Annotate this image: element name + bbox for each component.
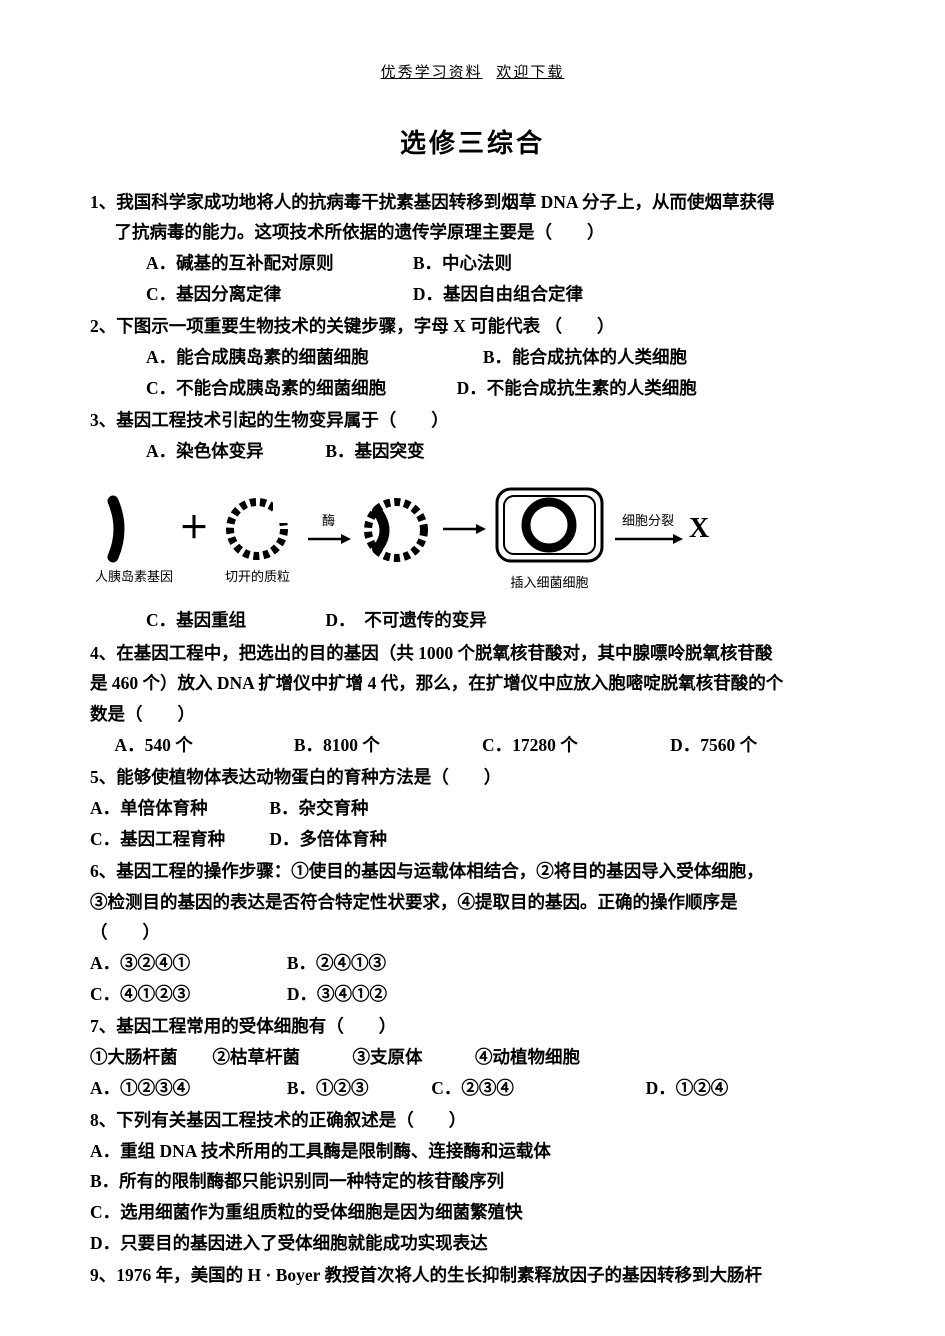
q6-optB: B．②④①③ xyxy=(287,948,386,979)
q5-optB: B．杂交育种 xyxy=(269,793,368,824)
q1-optA: A．碱基的互补配对原则 xyxy=(146,248,409,279)
gene-engineering-diagram: 人胰岛素基因 ＋ 切开的质粒 酶 xyxy=(95,484,855,595)
bacteria-cell-icon xyxy=(492,484,607,572)
diagram-gene-column: 人胰岛素基因 xyxy=(95,491,173,589)
header-left: 优秀学习资料 xyxy=(381,65,483,81)
content-body: 1、我国科学家成功地将人的抗病毒干扰素基因转移到烟草 DNA 分子上，从而使烟草… xyxy=(90,187,855,1291)
q6-optD: D．③④①② xyxy=(287,979,387,1010)
question-9: 9、1976 年，美国的 H · Boyer 教授首次将人的生长抑制素释放因子的… xyxy=(90,1260,855,1291)
cut-plasmid-icon xyxy=(215,491,300,566)
q4-optA: A．540 个 xyxy=(115,730,290,761)
q6-stem-l3: （ ） xyxy=(90,917,855,948)
question-4: 4、在基因工程中，把选出的目的基因（共 1000 个脱氧核苷酸对，其中腺嘌呤脱氧… xyxy=(90,638,855,761)
question-5: 5、能够使植物体表达动物蛋白的育种方法是（ ） A．单倍体育种 B．杂交育种 C… xyxy=(90,762,855,854)
q3-opts-row1: A．染色体变异 B．基因突变 xyxy=(90,436,855,467)
q7-stem: 7、基因工程常用的受体细胞有（ ） xyxy=(90,1011,855,1042)
q7-optD: D．①②④ xyxy=(646,1073,729,1104)
question-3: 3、基因工程技术引起的生物变异属于（ ） A．染色体变异 B．基因突变 xyxy=(90,405,855,466)
doc-title: 选修三综合 xyxy=(90,121,855,167)
q5-stem: 5、能够使植物体表达动物蛋白的育种方法是（ ） xyxy=(90,762,855,793)
q4-optB: B．8100 个 xyxy=(294,730,478,761)
q6-opts-row2: C．④①②③ D．③④①② xyxy=(90,979,855,1010)
q8-optC: C．选用细菌作为重组质粒的受体细胞是因为细菌繁殖快 xyxy=(90,1197,855,1228)
q2-opts-row1: A．能合成胰岛素的细菌细胞 B．能合成抗体的人类细胞 xyxy=(90,342,855,373)
q4-stem-l1: 4、在基因工程中，把选出的目的基因（共 1000 个脱氧核苷酸对，其中腺嘌呤脱氧… xyxy=(90,638,855,669)
q6-stem-l1: 6、基因工程的操作步骤：①使目的基因与运载体相结合，②将目的基因导入受体细胞， xyxy=(90,856,855,887)
question-2: 2、下图示一项重要生物技术的关键步骤，字母 X 可能代表 （ ） A．能合成胰岛… xyxy=(90,311,855,403)
q5-optD: D．多倍体育种 xyxy=(269,824,387,855)
q2-optB: B．能合成抗体的人类细胞 xyxy=(483,342,687,373)
recombinant-plasmid-column xyxy=(357,491,435,569)
q8-optB: B．所有的限制酶都只能识别同一种特定的核苷酸序列 xyxy=(90,1166,855,1197)
q1-stem-line1: 1、我国科学家成功地将人的抗病毒干扰素基因转移到烟草 DNA 分子上，从而使烟草… xyxy=(90,187,855,218)
q7-optC: C．②③④ xyxy=(431,1073,641,1104)
q8-optD: D．只要目的基因进入了受体细胞就能成功实现表达 xyxy=(90,1228,855,1259)
q3-optB: B．基因突变 xyxy=(325,436,424,467)
insert-label: 插入细菌细胞 xyxy=(492,572,607,595)
q5-optC: C．基因工程育种 xyxy=(90,824,265,855)
q5-opts-row2: C．基因工程育种 D．多倍体育种 xyxy=(90,824,855,855)
q9-stem: 9、1976 年，美国的 H · Boyer 教授首次将人的生长抑制素释放因子的… xyxy=(90,1260,855,1291)
q4-stem-l3: 数是（ ） xyxy=(90,699,855,730)
plus-sign: ＋ xyxy=(179,503,209,556)
q3-optA: A．染色体变异 xyxy=(146,436,321,467)
q1-opts-row2: C．基因分离定律 D．基因自由组合定律 xyxy=(90,279,855,310)
q3-opts-row2: C．基因重组 D． 不可遗传的变异 xyxy=(90,605,855,636)
q8-stem: 8、下列有关基因工程技术的正确叙述是（ ） xyxy=(90,1105,855,1136)
q6-optC: C．④①②③ xyxy=(90,979,283,1010)
q2-opts-row2: C．不能合成胰岛素的细菌细胞 D．不能合成抗生素的人类细胞 xyxy=(90,373,855,404)
q5-opts-row1: A．单倍体育种 B．杂交育种 xyxy=(90,793,855,824)
q1-optD: D．基因自由组合定律 xyxy=(413,279,583,310)
q2-optD: D．不能合成抗生素的人类细胞 xyxy=(457,373,697,404)
plasmid-label: 切开的质粒 xyxy=(215,566,300,589)
q3-optD: D． 不可遗传的变异 xyxy=(325,605,486,636)
q6-optA: A．③②④① xyxy=(90,948,283,979)
diagram-plasmid-column: 切开的质粒 xyxy=(215,491,300,589)
gene-label: 人胰岛素基因 xyxy=(95,566,173,589)
q2-optC: C．不能合成胰岛素的细菌细胞 xyxy=(146,373,452,404)
division-arrow-column: 细胞分裂 xyxy=(613,510,683,548)
arrow2-column xyxy=(441,520,486,538)
insulin-gene-icon xyxy=(95,491,137,566)
q7-items: ①大肠杆菌 ②枯草杆菌 ③支原体 ④动植物细胞 xyxy=(90,1042,855,1073)
x-symbol: X xyxy=(689,504,709,553)
arrow-icon xyxy=(441,520,486,538)
q4-optC: C．17280 个 xyxy=(482,730,666,761)
q1-opts-row1: A．碱基的互补配对原则 B．中心法则 xyxy=(90,248,855,279)
q4-stem-l2: 是 460 个）放入 DNA 扩增仪中扩增 4 代，那么，在扩增仪中应放入胞嘧啶… xyxy=(90,668,855,699)
q3-stem: 3、基因工程技术引起的生物变异属于（ ） xyxy=(90,405,855,436)
q4-optD: D．7560 个 xyxy=(670,730,757,761)
bacteria-cell-column: 插入细菌细胞 xyxy=(492,484,607,595)
q3-optC: C．基因重组 xyxy=(146,605,321,636)
enzyme-arrow-column: 酶 xyxy=(306,510,351,548)
question-7: 7、基因工程常用的受体细胞有（ ） ①大肠杆菌 ②枯草杆菌 ③支原体 ④动植物细… xyxy=(90,1011,855,1103)
q7-optB: B．①②③ xyxy=(287,1073,427,1104)
question-1: 1、我国科学家成功地将人的抗病毒干扰素基因转移到烟草 DNA 分子上，从而使烟草… xyxy=(90,187,855,310)
q4-opts: A．540 个 B．8100 个 C．17280 个 D．7560 个 xyxy=(90,730,855,761)
q6-stem-l2: ③检测目的基因的表达是否符合特定性状要求，④提取目的基因。正确的操作顺序是 xyxy=(90,887,855,918)
q7-optA: A．①②③④ xyxy=(90,1073,283,1104)
division-label: 细胞分裂 xyxy=(613,510,683,533)
q8-optA: A．重组 DNA 技术所用的工具酶是限制酶、连接酶和运载体 xyxy=(90,1136,855,1167)
question-6: 6、基因工程的操作步骤：①使目的基因与运载体相结合，②将目的基因导入受体细胞， … xyxy=(90,856,855,1009)
header-right: 欢迎下载 xyxy=(496,65,564,81)
q7-opts: A．①②③④ B．①②③ C．②③④ D．①②④ xyxy=(90,1073,855,1104)
q1-optB: B．中心法则 xyxy=(413,248,512,279)
q1-stem-line2: 了抗病毒的能力。这项技术所依据的遗传学原理主要是（ ） xyxy=(90,217,855,248)
q2-optA: A．能合成胰岛素的细菌细胞 xyxy=(146,342,479,373)
q6-opts-row1: A．③②④① B．②④①③ xyxy=(90,948,855,979)
question-8: 8、下列有关基因工程技术的正确叙述是（ ） A．重组 DNA 技术所用的工具酶是… xyxy=(90,1105,855,1258)
page-header: 优秀学习资料 欢迎下载 xyxy=(90,60,855,86)
recombinant-plasmid-icon xyxy=(357,491,435,569)
q1-optC: C．基因分离定律 xyxy=(146,279,409,310)
q2-stem: 2、下图示一项重要生物技术的关键步骤，字母 X 可能代表 （ ） xyxy=(90,311,855,342)
q5-optA: A．单倍体育种 xyxy=(90,793,265,824)
